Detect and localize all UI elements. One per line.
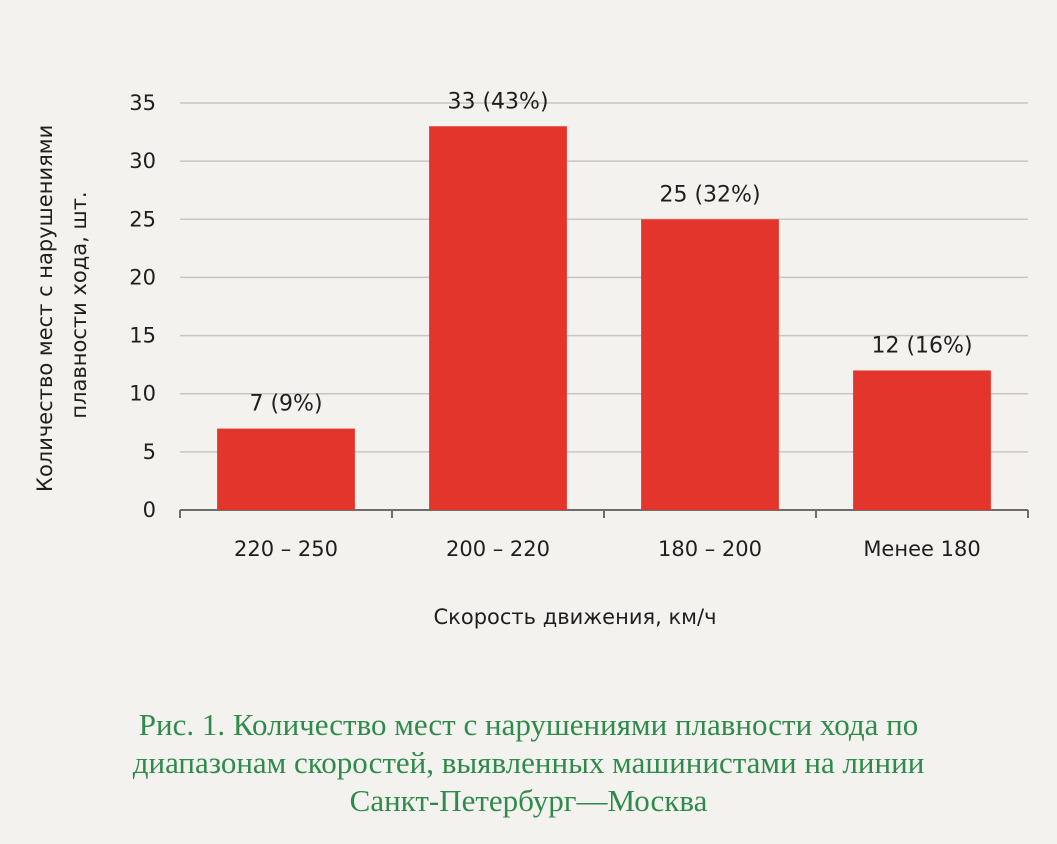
y-tick-label: 5 [143, 440, 156, 464]
data-label: 7 (9%) [249, 392, 322, 417]
data-labels: 7 (9%) 33 (43%) 25 (32%) 12 (16%) [249, 89, 972, 416]
y-tick-label: 0 [143, 498, 156, 522]
y-axis-title: Количество мест с нарушениями плавности … [33, 118, 91, 492]
y-tick-label: 30 [129, 149, 156, 173]
y-tick-label: 10 [129, 382, 156, 406]
bar [853, 370, 991, 510]
y-tick-label: 20 [129, 265, 156, 289]
bar [429, 126, 567, 510]
data-label: 25 (32%) [659, 182, 760, 207]
bars [217, 126, 991, 511]
axes: 0 5 10 15 20 25 30 35 220 – 250 200 – 220 180 – 20… [129, 91, 1029, 561]
bar [217, 428, 355, 510]
caption-line-2: диапазонам скоростей, выявленных машинис… [132, 745, 925, 780]
bar-chart: 0 5 10 15 20 25 30 35 220 – 250 200 – 220 180 – 20… [33, 89, 1029, 629]
y-tick-label: 15 [129, 324, 156, 348]
y-tick-label: 35 [129, 91, 156, 115]
data-label: 33 (43%) [447, 89, 548, 114]
data-label: 12 (16%) [871, 333, 972, 358]
figure-caption: Рис. 1. Количество мест с нарушениями пл… [20, 706, 1037, 820]
y-tick-label: 25 [129, 207, 156, 231]
caption-line-3: Санкт-Петербург—Москва [349, 783, 708, 818]
x-tick-label: 180 – 200 [658, 537, 762, 561]
x-axis-title: Скорость движения, км/ч [434, 605, 717, 629]
caption-line-1: Рис. 1. Количество мест с нарушениями пл… [138, 707, 919, 742]
x-tick-label: 220 – 250 [234, 537, 338, 561]
y-axis-title-line-1: Количество мест с нарушениями [33, 125, 57, 492]
bar [641, 219, 779, 511]
y-axis-title-line-2: плавности хода, шт. [67, 191, 91, 418]
gridlines [180, 102, 1028, 453]
x-tick-label: 200 – 220 [446, 537, 550, 561]
x-tick-label: Менее 180 [863, 537, 980, 561]
